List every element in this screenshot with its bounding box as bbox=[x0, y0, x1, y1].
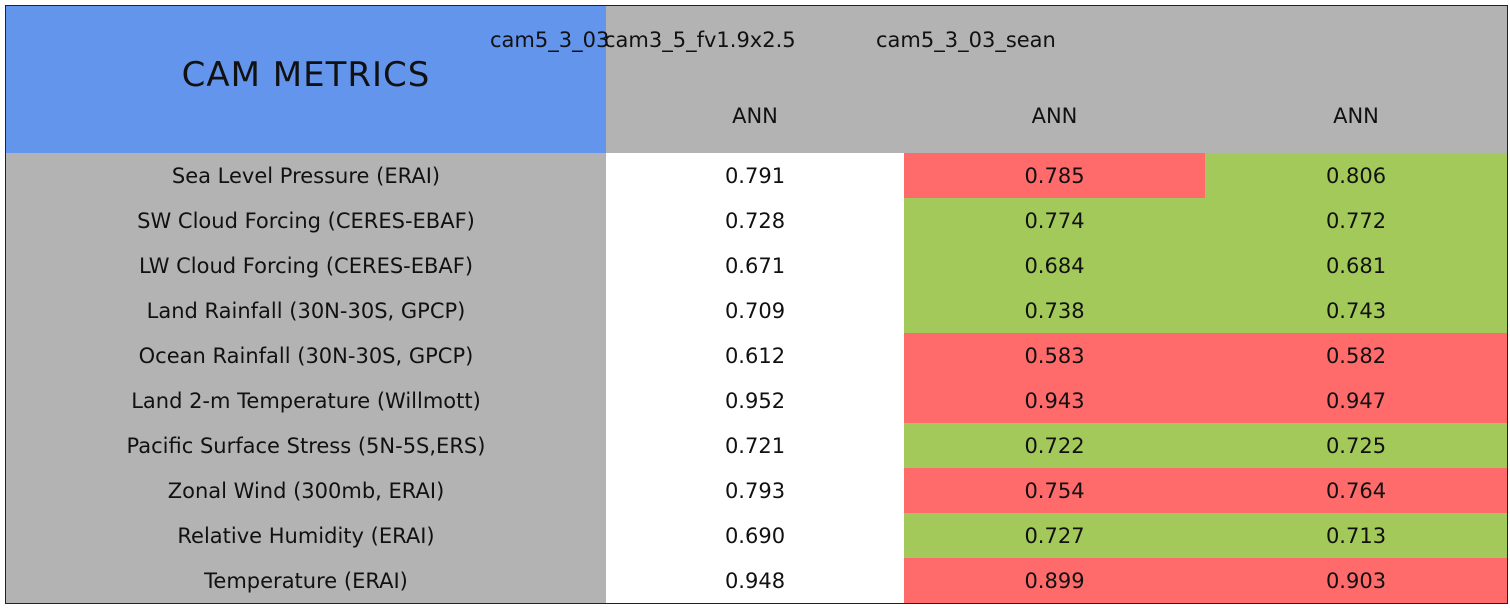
value-cell: 0.709 bbox=[606, 288, 905, 334]
row-label: Zonal Wind (300mb, ERAI) bbox=[5, 468, 607, 514]
case-label: cam3_5_fv1.9x2.5 bbox=[604, 28, 796, 52]
value-cell: 0.690 bbox=[606, 513, 905, 559]
value-cell: 0.948 bbox=[606, 558, 905, 604]
value-cell: 0.713 bbox=[1205, 513, 1508, 559]
row-label: Pacific Surface Stress (5N-5S,ERS) bbox=[5, 423, 607, 469]
value-cell: 0.772 bbox=[1205, 198, 1508, 244]
value-cell: 0.583 bbox=[904, 333, 1206, 379]
value-cell: 0.681 bbox=[1205, 243, 1508, 289]
value-cell: 0.754 bbox=[904, 468, 1206, 514]
row-label: LW Cloud Forcing (CERES-EBAF) bbox=[5, 243, 607, 289]
row-label: Land Rainfall (30N-30S, GPCP) bbox=[5, 288, 607, 334]
case-label: cam5_3_03 bbox=[490, 28, 610, 52]
value-cell: 0.721 bbox=[606, 423, 905, 469]
value-cell: 0.943 bbox=[904, 378, 1206, 424]
season-label: ANN bbox=[1205, 78, 1508, 154]
table-title: CAM METRICS bbox=[5, 5, 607, 154]
value-cell: 0.722 bbox=[904, 423, 1206, 469]
value-cell: 0.806 bbox=[1205, 153, 1508, 199]
value-cell: 0.793 bbox=[606, 468, 905, 514]
value-cell: 0.899 bbox=[904, 558, 1206, 604]
value-cell: 0.952 bbox=[606, 378, 905, 424]
value-cell: 0.612 bbox=[606, 333, 905, 379]
value-cell: 0.785 bbox=[904, 153, 1206, 199]
case-label: cam5_3_03_sean bbox=[876, 28, 1056, 52]
header-cell bbox=[1205, 5, 1508, 79]
value-cell: 0.903 bbox=[1205, 558, 1508, 604]
season-label: ANN bbox=[606, 78, 905, 154]
value-cell: 0.743 bbox=[1205, 288, 1508, 334]
header-cell bbox=[904, 5, 1206, 79]
row-label: SW Cloud Forcing (CERES-EBAF) bbox=[5, 198, 607, 244]
value-cell: 0.727 bbox=[904, 513, 1206, 559]
value-cell: 0.764 bbox=[1205, 468, 1508, 514]
value-cell: 0.671 bbox=[606, 243, 905, 289]
value-cell: 0.582 bbox=[1205, 333, 1508, 379]
row-label: Land 2-m Temperature (Willmott) bbox=[5, 378, 607, 424]
row-label: Temperature (ERAI) bbox=[5, 558, 607, 604]
row-label: Ocean Rainfall (30N-30S, GPCP) bbox=[5, 333, 607, 379]
value-cell: 0.684 bbox=[904, 243, 1206, 289]
value-cell: 0.791 bbox=[606, 153, 905, 199]
value-cell: 0.774 bbox=[904, 198, 1206, 244]
value-cell: 0.947 bbox=[1205, 378, 1508, 424]
row-label: Sea Level Pressure (ERAI) bbox=[5, 153, 607, 199]
row-label: Relative Humidity (ERAI) bbox=[5, 513, 607, 559]
season-label: ANN bbox=[904, 78, 1206, 154]
value-cell: 0.738 bbox=[904, 288, 1206, 334]
value-cell: 0.728 bbox=[606, 198, 905, 244]
value-cell: 0.725 bbox=[1205, 423, 1508, 469]
